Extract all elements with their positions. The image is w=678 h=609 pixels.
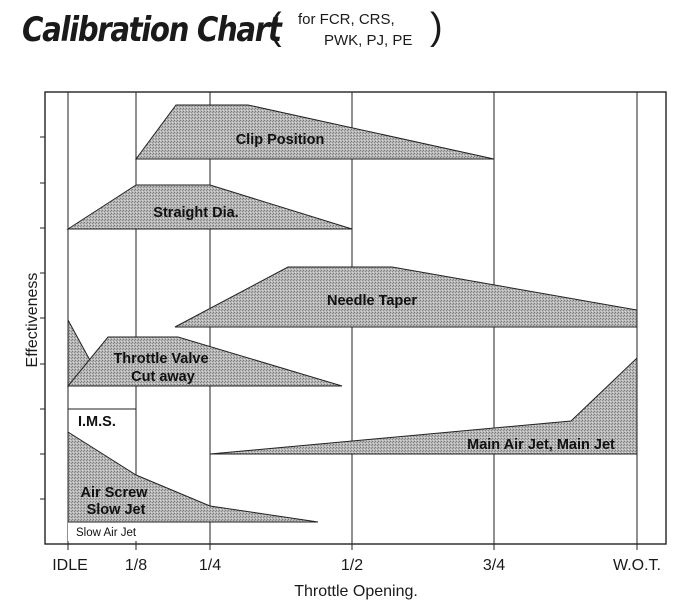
- x-tick-idle: IDLE: [52, 557, 88, 574]
- chart-title: Calibration Chart: [22, 10, 282, 50]
- band-label-straight-dia: Straight Dia.: [153, 205, 238, 221]
- band-label-clip-position: Clip Position: [236, 132, 325, 148]
- ims-label-bg: [69, 409, 135, 434]
- band-air-screw-slow-jet: [67, 431, 319, 523]
- y-axis-title: Effectiveness: [24, 273, 41, 368]
- title-paren-close: ): [430, 6, 443, 48]
- y-axis-ticks: [40, 136, 45, 500]
- x-tick-wot: W.O.T.: [613, 557, 661, 574]
- x-tick-quarter: 1/4: [199, 557, 221, 574]
- title-paren-open: (: [269, 6, 282, 48]
- band-label-air-screw-slow-jet: Air Screw Slow Jet: [81, 485, 152, 518]
- band-label-slow-air-jet: Slow Air Jet: [76, 527, 137, 539]
- band-clip-position: [135, 104, 495, 160]
- x-tick-eighth: 1/8: [125, 557, 147, 574]
- band-label-main-jet: Main Air Jet, Main Jet: [467, 437, 615, 453]
- x-axis-title: Throttle Opening.: [294, 583, 418, 600]
- band-main-jet: [209, 356, 638, 455]
- subtitle-line-2: PWK, PJ, PE: [324, 32, 413, 49]
- band-straight-dia: [66, 184, 353, 230]
- x-tick-three-quarter: 3/4: [483, 557, 505, 574]
- band-throttle-valve: [66, 336, 343, 387]
- x-tick-half: 1/2: [341, 557, 363, 574]
- band-label-ims: I.M.S.: [78, 414, 116, 430]
- band-label-needle-taper: Needle Taper: [327, 293, 417, 309]
- band-needle-taper: [174, 266, 638, 328]
- subtitle-line-1: for FCR, CRS,: [298, 11, 395, 28]
- band-label-throttle-valve: Throttle Valve Cut away: [113, 351, 212, 385]
- band-slow-air-jet: [68, 522, 168, 541]
- x-axis-ticks: [67, 544, 638, 550]
